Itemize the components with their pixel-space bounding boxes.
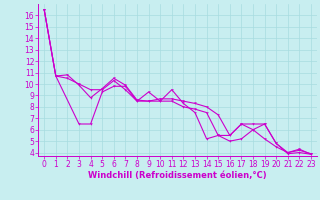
X-axis label: Windchill (Refroidissement éolien,°C): Windchill (Refroidissement éolien,°C) <box>88 171 267 180</box>
